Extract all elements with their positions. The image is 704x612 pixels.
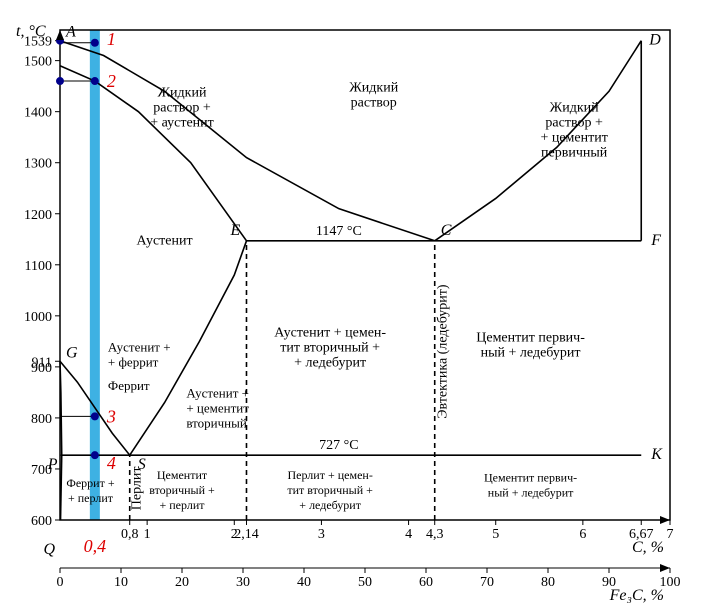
svg-text:3: 3 xyxy=(318,527,325,542)
svg-text:70: 70 xyxy=(480,575,494,590)
svg-text:t, °C: t, °C xyxy=(16,23,46,40)
marker xyxy=(91,412,99,420)
svg-text:60: 60 xyxy=(419,575,433,590)
svg-text:F: F xyxy=(650,232,661,249)
svg-text:C: C xyxy=(441,222,452,239)
svg-text:4: 4 xyxy=(107,453,116,473)
svg-text:727 °C: 727 °C xyxy=(319,438,358,453)
svg-text:Аустенит ++ цементитвторичный: Аустенит ++ цементитвторичный xyxy=(186,386,249,431)
svg-text:D: D xyxy=(648,32,661,49)
svg-text:0,4: 0,4 xyxy=(84,536,107,556)
svg-text:Аустенит: Аустенит xyxy=(137,233,193,248)
svg-text:20: 20 xyxy=(175,575,189,590)
svg-text:E: E xyxy=(229,222,240,239)
svg-text:P: P xyxy=(47,456,58,473)
phase-diagram: 6007008009009111000110012001300140015001… xyxy=(0,0,704,612)
marker xyxy=(91,39,99,47)
svg-text:600: 600 xyxy=(31,514,52,529)
svg-text:K: K xyxy=(650,446,663,463)
svg-text:5: 5 xyxy=(492,527,499,542)
svg-text:911: 911 xyxy=(32,355,52,370)
svg-text:1: 1 xyxy=(107,29,116,49)
svg-text:1400: 1400 xyxy=(24,106,52,121)
svg-text:Перлит: Перлит xyxy=(130,466,145,510)
svg-text:1500: 1500 xyxy=(24,55,52,70)
svg-text:Феррит: Феррит xyxy=(108,378,150,393)
svg-text:Эвтектика (ледебурит): Эвтектика (ледебурит) xyxy=(436,284,451,419)
svg-text:50: 50 xyxy=(358,575,372,590)
svg-text:80: 80 xyxy=(541,575,555,590)
svg-text:1147 °C: 1147 °C xyxy=(316,224,362,239)
svg-text:800: 800 xyxy=(31,412,52,427)
svg-text:7: 7 xyxy=(667,527,674,542)
svg-text:4,3: 4,3 xyxy=(426,527,444,542)
svg-text:4: 4 xyxy=(405,527,412,542)
svg-text:Перлит + цемен-тит вторичный +: Перлит + цемен-тит вторичный ++ ледебури… xyxy=(287,468,373,512)
svg-text:A: A xyxy=(65,24,76,41)
svg-text:1300: 1300 xyxy=(24,157,52,172)
svg-text:6: 6 xyxy=(579,527,586,542)
svg-text:0,8: 0,8 xyxy=(121,527,139,542)
svg-text:2: 2 xyxy=(107,71,116,91)
svg-text:1: 1 xyxy=(144,527,151,542)
svg-text:G: G xyxy=(66,344,78,361)
svg-text:10: 10 xyxy=(114,575,128,590)
marker xyxy=(56,77,64,85)
svg-text:1000: 1000 xyxy=(24,310,52,325)
svg-text:Жидкийраствор ++ цементитперви: Жидкийраствор ++ цементитпервичный xyxy=(540,101,607,161)
svg-text:Жидкийраствор: Жидкийраствор xyxy=(349,80,398,110)
svg-text:С, %: С, % xyxy=(632,539,664,556)
svg-text:40: 40 xyxy=(297,575,311,590)
svg-text:2,14: 2,14 xyxy=(234,527,259,542)
svg-text:Fe₃C, %: Fe₃C, % xyxy=(609,587,664,604)
svg-text:Жидкийраствор ++ аустенит: Жидкийраствор ++ аустенит xyxy=(150,85,214,130)
svg-text:1100: 1100 xyxy=(25,259,52,274)
svg-text:1200: 1200 xyxy=(24,208,52,223)
svg-text:Цементит первич-ный + ледебури: Цементит первич-ный + ледебурит xyxy=(484,471,577,500)
svg-text:Цементит первич-ный + ледебури: Цементит первич-ный + ледебурит xyxy=(476,330,585,360)
svg-text:0: 0 xyxy=(57,575,64,590)
marker xyxy=(91,77,99,85)
svg-text:Феррит ++ перлит: Феррит ++ перлит xyxy=(66,476,114,505)
svg-text:Q: Q xyxy=(43,541,55,558)
svg-text:3: 3 xyxy=(106,406,116,426)
svg-text:30: 30 xyxy=(236,575,250,590)
marker xyxy=(91,451,99,459)
